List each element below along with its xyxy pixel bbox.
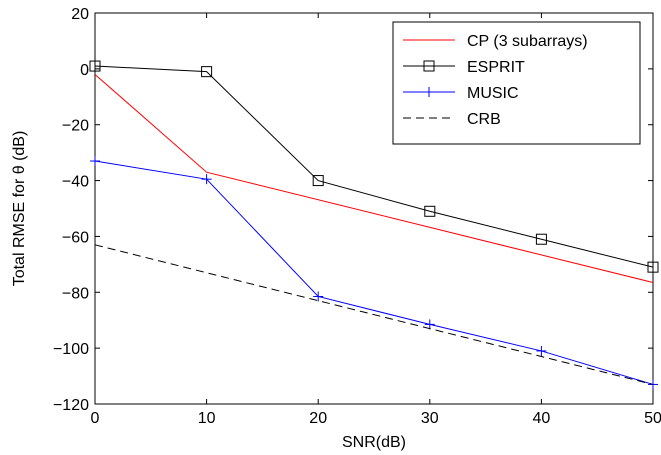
legend-label-cp: CP (3 subarrays)	[467, 33, 588, 50]
y-tick-label: −20	[62, 118, 89, 135]
legend-label-esprit: ESPRIT	[467, 59, 525, 76]
y-axis-label: Total RMSE for θ (dB)	[11, 131, 28, 287]
data-point-esprit	[312, 175, 324, 187]
data-point-music	[90, 156, 100, 167]
y-tick-label: −100	[53, 341, 89, 358]
legend-entry-esprit: ESPRIT	[403, 59, 525, 76]
x-tick-label: 0	[91, 410, 100, 427]
y-tick-label: 0	[80, 62, 89, 79]
y-tick-label: −120	[53, 397, 89, 414]
data-point-esprit	[201, 66, 213, 78]
y-tick-label: −80	[62, 285, 89, 302]
x-tick-label: 50	[644, 410, 661, 427]
legend-label-crb: CRB	[467, 111, 501, 128]
series-line-music	[94, 160, 654, 385]
x-axis-label: SNR(dB)	[342, 434, 406, 451]
y-tick-label: −60	[62, 229, 89, 246]
legend-sample-music	[403, 87, 455, 97]
legend-marker	[423, 60, 435, 72]
series-line-esprit	[94, 65, 654, 268]
data-point-music	[201, 174, 212, 185]
data-point-esprit	[424, 205, 436, 217]
data-point-esprit	[535, 233, 547, 245]
series-line-crb	[94, 244, 654, 385]
data-point-music	[424, 319, 435, 330]
legend-marker	[424, 87, 434, 97]
legend-sample-esprit	[403, 60, 455, 72]
legend-box	[392, 21, 641, 145]
series-esprit	[89, 60, 659, 273]
data-point-music	[536, 345, 547, 356]
series-line-cp-3-subarrays	[94, 74, 654, 283]
plot-area: 0 10 20 30 40 50 20 0 −20 −40 −60 −80 −100 −120	[53, 6, 661, 427]
legend-entry-cp: CP (3 subarrays)	[403, 33, 588, 50]
y-tick-label: 20	[71, 6, 89, 23]
x-tick-label: 40	[533, 410, 551, 427]
legend-label-music: MUSIC	[467, 85, 519, 102]
series-cp-3-subarrays	[94, 74, 654, 283]
series-crb	[94, 244, 654, 385]
plot-frame	[94, 12, 654, 405]
ticks-layer: 0 10 20 30 40 50 20 0 −20 −40 −60 −80 −100 −120	[53, 6, 661, 427]
series-layer	[89, 60, 659, 390]
x-tick-label: 30	[421, 410, 439, 427]
y-tick-label: −40	[62, 174, 89, 191]
data-point-music	[313, 291, 324, 302]
legend: CP (3 subarrays) ESPRIT MUSIC CRB	[392, 21, 641, 145]
legend-entry-crb: CRB	[403, 111, 501, 128]
legend-entry-music: MUSIC	[403, 85, 519, 102]
x-tick-label: 20	[309, 410, 327, 427]
data-point-esprit	[647, 261, 659, 273]
data-point-esprit	[89, 60, 101, 72]
x-tick-label: 10	[198, 410, 216, 427]
series-music	[90, 156, 658, 390]
